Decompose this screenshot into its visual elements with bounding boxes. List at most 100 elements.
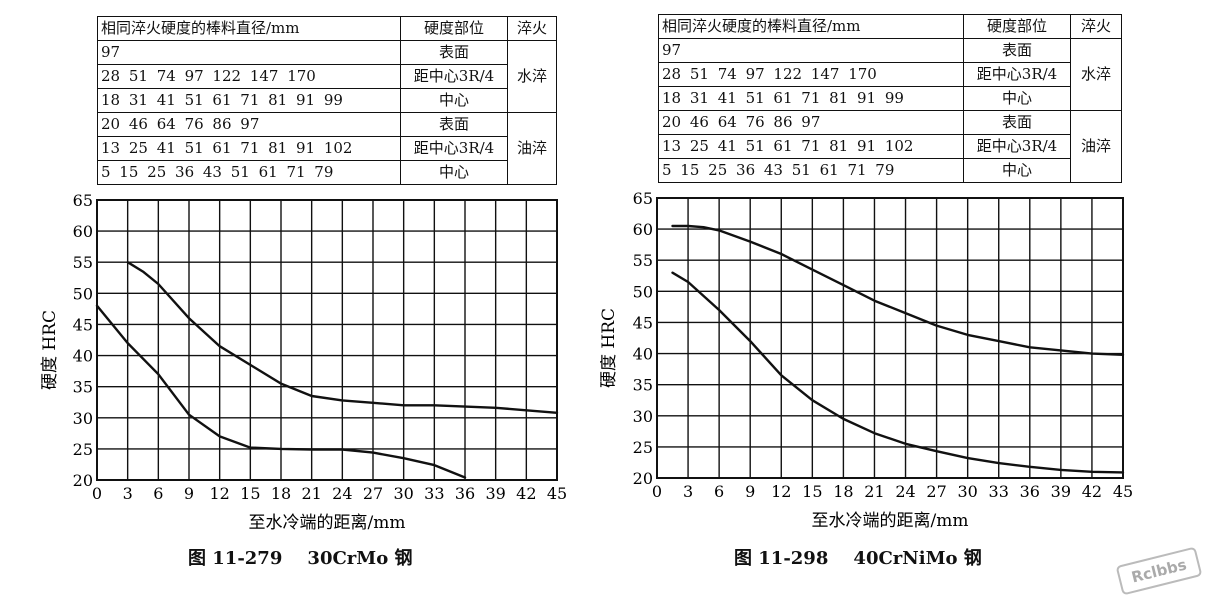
y-tick-label: 35 [633, 376, 653, 395]
col-position-header: 硬度部位 [400, 16, 508, 41]
table-header-row: 相同淬火硬度的棒料直径/mm 硬度部位 淬火 [97, 16, 557, 41]
plot-area [95, 199, 559, 481]
y-axis-label: 硬度 HRC [40, 310, 60, 390]
x-tick-label: 39 [1051, 482, 1071, 501]
diameter-values: 97 [658, 38, 964, 63]
y-tick-label: 30 [73, 409, 93, 428]
figure-caption: 图 11-279 30CrMo 钢 [188, 548, 413, 569]
x-tick-label: 18 [833, 482, 853, 501]
y-tick-label: 40 [73, 347, 93, 366]
x-tick-label: 6 [153, 484, 163, 503]
y-tick-label: 65 [633, 189, 653, 208]
x-tick-label: 45 [1113, 482, 1133, 501]
hardness-curve-upper [671, 224, 1125, 356]
hardness-chart-40crnimo: 0 3 6 9 12 15 18 21 24 27 30 33 36 39 42 45202530354045… [600, 189, 1133, 531]
y-tick-label: 55 [73, 253, 93, 272]
plot-area [656, 197, 1125, 479]
table-row: 13 25 41 51 61 71 81 91 102 距中心3R/4 [97, 136, 557, 161]
diameter-values: 28 51 74 97 122 147 170 [97, 64, 401, 89]
table-header-row: 相同淬火硬度的棒料直径/mm 硬度部位 淬火 [658, 14, 1122, 39]
hardness-curve-lower [95, 304, 467, 479]
table-row: 20 46 64 76 86 97 表面 油淬 [97, 112, 557, 185]
diameter-values: 5 15 25 36 43 51 61 71 79 [658, 158, 964, 183]
x-tick-label: 9 [184, 484, 194, 503]
figure-caption: 图 11-298 40CrNiMo 钢 [734, 548, 982, 569]
quench-type-oil: 油淬 [507, 112, 557, 185]
x-tick-label: 27 [926, 482, 946, 501]
x-tick-label: 27 [363, 484, 383, 503]
x-tick-label: 24 [332, 484, 352, 503]
col-quench-header: 淬火 [507, 16, 557, 41]
y-tick-label: 45 [633, 313, 653, 332]
x-tick-label: 30 [393, 484, 413, 503]
x-tick-label: 42 [1082, 482, 1102, 501]
y-tick-label: 45 [73, 315, 93, 334]
x-tick-label: 0 [652, 482, 662, 501]
y-axis-label: 硬度 HRC [600, 308, 619, 388]
hardness-curve-upper [126, 261, 559, 414]
diameter-values: 20 46 64 76 86 97 [97, 112, 401, 137]
x-tick-label: 33 [424, 484, 444, 503]
position-label: 表面 [400, 112, 508, 137]
x-tick-label: 18 [271, 484, 291, 503]
table-row: 18 31 41 51 61 71 81 91 99 中心 [658, 86, 1122, 111]
col-diameter-header: 相同淬火硬度的棒料直径/mm [658, 14, 964, 39]
x-tick-label: 15 [802, 482, 822, 501]
quench-type-water: 水淬 [1070, 38, 1122, 111]
x-tick-label: 12 [209, 484, 229, 503]
x-tick-label: 3 [123, 484, 133, 503]
y-tick-label: 55 [633, 251, 653, 270]
x-tick-label: 21 [301, 484, 321, 503]
y-tick-label: 25 [633, 438, 653, 457]
x-tick-label: 12 [771, 482, 791, 501]
x-tick-label: 6 [714, 482, 724, 501]
y-tick-label: 20 [73, 471, 93, 490]
position-label: 表面 [963, 110, 1071, 135]
x-tick-label: 9 [745, 482, 755, 501]
hardness-chart-30crmo: 0 3 6 9 12 15 18 21 24 27 30 33 36 39 42 45202530354045… [40, 191, 567, 533]
diameter-values: 13 25 41 51 61 71 81 91 102 [97, 136, 401, 161]
x-tick-label: 21 [864, 482, 884, 501]
y-tick-label: 50 [633, 282, 653, 301]
table-row: 5 15 25 36 43 51 61 71 79 中心 [97, 160, 557, 185]
y-tick-label: 50 [73, 284, 93, 303]
plot-frame [96, 199, 558, 481]
x-tick-label: 15 [240, 484, 260, 503]
position-label: 中心 [400, 160, 508, 185]
diameter-values: 18 31 41 51 61 71 81 91 99 [97, 88, 401, 113]
y-tick-label: 60 [633, 220, 653, 239]
table-row: 18 31 41 51 61 71 81 91 99 中心 [97, 88, 557, 113]
y-tick-label: 60 [73, 222, 93, 241]
position-label: 表面 [400, 40, 508, 65]
y-tick-label: 20 [633, 469, 653, 488]
chart-panel-40crnimo: 相同淬火硬度的棒料直径/mm 硬度部位 淬火 97 表面 水淬 28 51 74… [600, 0, 1206, 598]
x-tick-label: 36 [455, 484, 475, 503]
y-tick-label: 30 [633, 407, 653, 426]
x-tick-label: 0 [92, 484, 102, 503]
quench-type-water: 水淬 [507, 40, 557, 113]
x-axis-label: 至水冷端的距离/mm [812, 511, 969, 531]
x-tick-label: 36 [1020, 482, 1040, 501]
position-label: 中心 [963, 158, 1071, 183]
table-row: 20 46 64 76 86 97 表面 油淬 [658, 110, 1122, 183]
x-tick-label: 33 [989, 482, 1009, 501]
spec-table: 相同淬火硬度的棒料直径/mm 硬度部位 淬火 97 表面 水淬 28 51 74… [658, 14, 1122, 183]
table-row: 97 表面 水淬 [658, 38, 1122, 111]
spec-table: 相同淬火硬度的棒料直径/mm 硬度部位 淬火 97 表面 水淬 28 51 74… [97, 16, 557, 185]
y-tick-label: 65 [73, 191, 93, 210]
x-tick-label: 30 [957, 482, 977, 501]
quench-type-oil: 油淬 [1070, 110, 1122, 183]
position-label: 距中心3R/4 [963, 62, 1071, 87]
x-tick-label: 3 [683, 482, 693, 501]
col-position-header: 硬度部位 [963, 14, 1071, 39]
chart-panel-30crmo: 相同淬火硬度的棒料直径/mm 硬度部位 淬火 97 表面 水淬 28 51 74… [0, 0, 600, 598]
x-axis-label: 至水冷端的距离/mm [249, 513, 406, 533]
x-tick-label: 24 [895, 482, 915, 501]
x-tick-label: 45 [547, 484, 567, 503]
position-label: 距中心3R/4 [400, 136, 508, 161]
plot-frame [656, 197, 1124, 479]
x-tick-label: 42 [516, 484, 536, 503]
y-tick-label: 25 [73, 440, 93, 459]
x-tick-label: 39 [485, 484, 505, 503]
col-diameter-header: 相同淬火硬度的棒料直径/mm [97, 16, 401, 41]
